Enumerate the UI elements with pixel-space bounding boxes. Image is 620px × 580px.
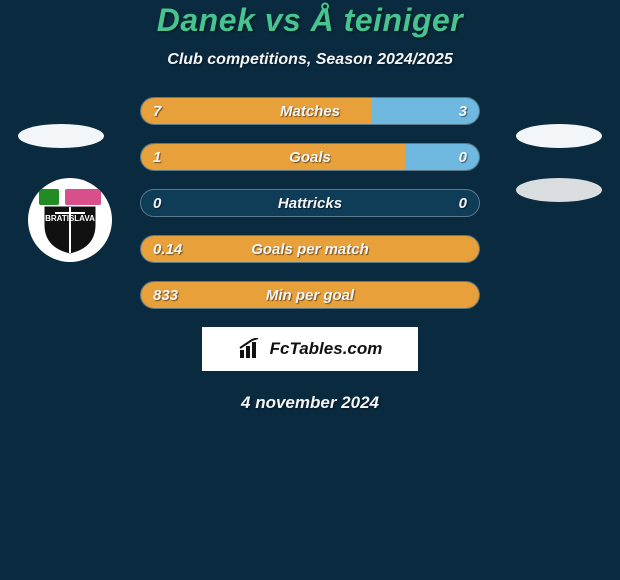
brand-badge[interactable]: FcTables.com <box>202 327 418 371</box>
brand-text: FcTables.com <box>270 339 383 359</box>
stat-label: Goals per match <box>141 236 479 262</box>
stat-row: 00Hattricks <box>140 189 480 217</box>
page-title: Danek vs Å teiniger <box>0 2 620 39</box>
stat-row: 833Min per goal <box>140 281 480 309</box>
stats-container: 73Matches 10Goals 00Hattricks 0.14Goals per… <box>0 97 620 309</box>
stat-label: Goals <box>141 144 479 170</box>
subtitle: Club competitions, Season 2024/2025 <box>0 51 620 69</box>
stat-label: Matches <box>141 98 479 124</box>
bar-chart-icon <box>238 338 264 360</box>
stat-row: 73Matches <box>140 97 480 125</box>
date-text: 4 november 2024 <box>0 393 620 413</box>
stat-row: 10Goals <box>140 143 480 171</box>
stat-label: Hattricks <box>141 190 479 216</box>
stat-label: Min per goal <box>141 282 479 308</box>
stat-row: 0.14Goals per match <box>140 235 480 263</box>
